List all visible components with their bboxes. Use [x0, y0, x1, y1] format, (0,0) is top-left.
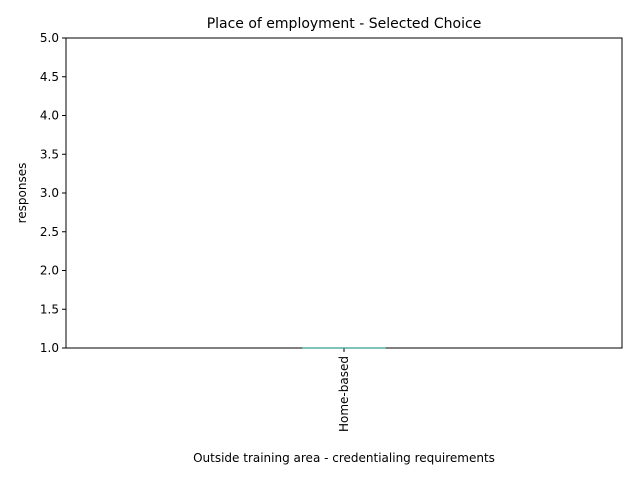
- y-tick-label: 3.0: [40, 186, 59, 200]
- y-tick-label: 1.0: [40, 341, 59, 355]
- plot-area: [65, 37, 623, 349]
- y-tick-label: 4.5: [40, 70, 59, 84]
- y-axis: 1.0 1.5 2.0 2.5 3.0 3.5 4.0 4.5 5.0: [40, 31, 66, 355]
- y-tick-label: 1.5: [40, 302, 59, 316]
- y-tick-label: 4.0: [40, 109, 59, 123]
- x-tick-label: Home-based: [337, 356, 351, 432]
- bar-home-based: [302, 347, 386, 349]
- y-tick-label: 5.0: [40, 31, 59, 45]
- y-tick-label: 2.0: [40, 264, 59, 278]
- bars: [302, 347, 386, 349]
- x-axis: Home-based: [337, 348, 351, 432]
- y-axis-label: responses: [15, 163, 29, 224]
- x-axis-label: Outside training area - credentialing re…: [193, 451, 495, 465]
- y-tick-label: 3.5: [40, 147, 59, 161]
- y-tick-label: 2.5: [40, 225, 59, 239]
- chart-title: Place of employment - Selected Choice: [207, 16, 482, 32]
